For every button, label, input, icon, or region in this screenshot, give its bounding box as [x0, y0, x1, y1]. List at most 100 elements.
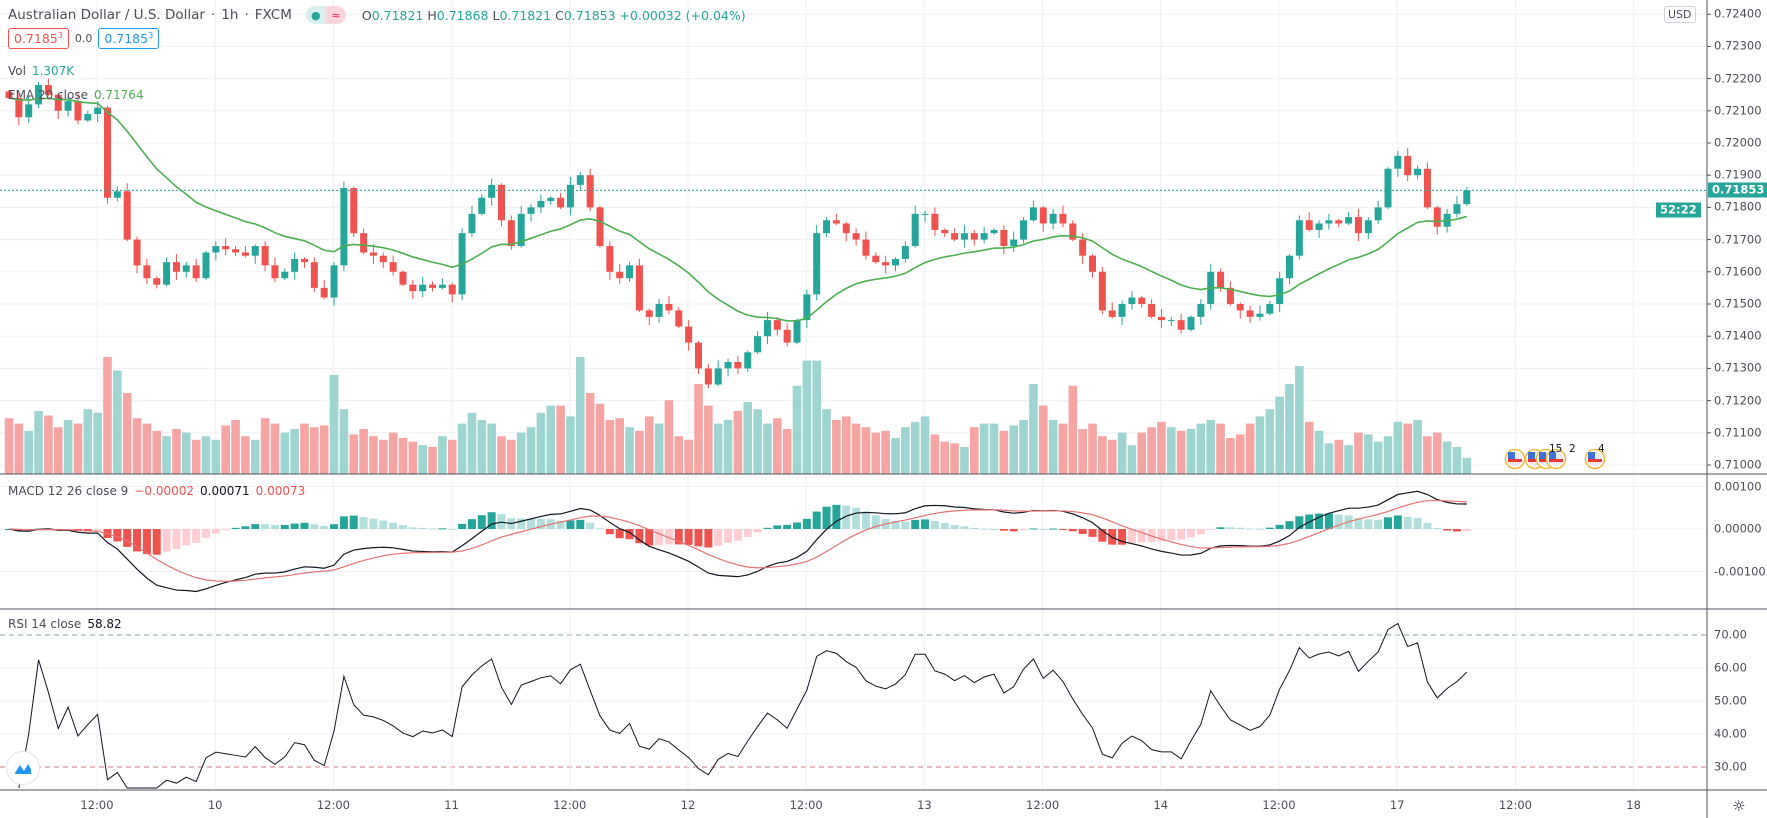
candle-body [704, 368, 712, 385]
ema-line [8, 97, 1468, 322]
candle-body [64, 101, 72, 111]
macd-histogram-bar [389, 522, 398, 529]
us-event-marker[interactable] [1504, 448, 1526, 470]
rsi-legend[interactable]: RSI 14 close 58.82 [8, 617, 122, 631]
currency-button[interactable]: USD [1664, 6, 1696, 23]
us-event-marker[interactable] [1584, 448, 1606, 470]
macd-histogram-bar [339, 516, 348, 529]
candle-body [1217, 271, 1225, 288]
ema-legend[interactable]: EMA 20 close 0.71764 [8, 88, 144, 102]
volume-value: 1.307K [31, 64, 75, 78]
macd-histogram-bar [605, 529, 614, 535]
macd-histogram-bar [773, 525, 782, 529]
volume-bar [172, 429, 181, 474]
change-value: +0.00032 (+0.04%) [619, 7, 746, 23]
volume-bar [950, 443, 959, 474]
candle-body [1404, 155, 1412, 176]
volume-bar [851, 423, 861, 474]
macd-histogram-bar [930, 521, 939, 529]
volume-bar [152, 430, 162, 474]
symbol-title[interactable]: Australian Dollar / U.S. Dollar [8, 7, 205, 23]
candle-body [281, 271, 289, 279]
volume-bar [132, 418, 142, 474]
candle-body [1305, 220, 1313, 230]
sell-button[interactable]: 0.71853 [8, 28, 69, 50]
candle-body [94, 107, 102, 115]
candle-body [1108, 310, 1116, 317]
volume-bar [920, 416, 930, 474]
candle-body [448, 284, 456, 295]
macd-histogram-bar [871, 515, 880, 529]
volume-bar [585, 393, 595, 474]
volume-bar [881, 430, 890, 474]
macd-axis-label: 0.00100 [1714, 479, 1762, 493]
macd-histogram-bar [192, 529, 201, 543]
macd-histogram-bar [182, 529, 191, 546]
us-flag-stripe [1508, 459, 1522, 462]
macd-histogram-bar [241, 526, 250, 529]
settings-gear-button[interactable]: ☼ [1732, 797, 1745, 815]
macd-histogram-bar [152, 529, 161, 555]
volume-bar [300, 423, 309, 474]
macd-histogram-bar [280, 524, 289, 529]
candle-body [74, 101, 82, 121]
macd-histogram-bar [1324, 513, 1333, 529]
gear-icon: ☼ [1732, 797, 1746, 815]
candle-body [1266, 304, 1274, 314]
candle-body [1374, 207, 1382, 221]
candle-body [1364, 220, 1372, 234]
us-event-marker[interactable] [1545, 448, 1567, 470]
buy-price-pip: 3 [148, 31, 154, 40]
macd-histogram-bar [379, 520, 388, 529]
candle-body [990, 229, 998, 234]
macd-histogram-bar [1019, 529, 1028, 531]
time-axis-label: 12:00 [1498, 798, 1532, 812]
volume-bar [182, 432, 191, 474]
price-axis-label: 0.71200 [1714, 393, 1762, 408]
price-axis-label: 0.72100 [1714, 103, 1762, 118]
macd-value: 0.00071 [200, 484, 250, 498]
volume-bar [910, 421, 920, 474]
rsi-indicator-logo-button[interactable] [6, 751, 40, 785]
time-axis-label: 13 [917, 798, 932, 812]
rsi-axis-label: 70.00 [1714, 627, 1747, 642]
volume-bar [270, 423, 280, 474]
volume-bar [290, 429, 299, 474]
macd-histogram-bar [1403, 516, 1412, 529]
ohlc-values: O0.71821 H0.71868 L0.71821 C0.71853 +0.0… [362, 8, 746, 23]
macd-histogram-bar [566, 520, 575, 529]
volume-bar [1275, 396, 1284, 474]
volume-bar [1373, 441, 1383, 474]
candle-body [1128, 297, 1136, 304]
volume-bar [861, 427, 871, 474]
us-flag-canton [1588, 452, 1595, 459]
volume-bar [1344, 445, 1353, 474]
candle-body [616, 271, 624, 279]
buy-price: 0.7185 [104, 31, 149, 47]
volume-bar [44, 415, 53, 474]
interval[interactable]: 1h [221, 7, 239, 23]
symbol-legend: Australian Dollar / U.S. Dollar · 1h · F… [8, 6, 746, 24]
macd-histogram-bar [733, 529, 742, 541]
market-open-icon: ● [305, 6, 326, 24]
candle-body [1167, 320, 1175, 322]
candle-body [1197, 304, 1205, 317]
volume-bar [1088, 423, 1097, 474]
time-axis-label: 12:00 [1262, 798, 1296, 812]
buy-button[interactable]: 0.71853 [98, 28, 160, 50]
volume-bar [1255, 416, 1265, 474]
macd-histogram-bar [428, 528, 437, 530]
macd-histogram-bar [921, 519, 930, 529]
volume-legend[interactable]: Vol 1.307K [8, 64, 74, 78]
candle-body [586, 175, 594, 208]
candle-body [1345, 217, 1353, 224]
candle-body [1020, 220, 1028, 240]
macd-legend[interactable]: MACD 12 26 close 9 −0.00002 0.00071 0.00… [8, 484, 305, 498]
macd-histogram-bar [1058, 529, 1067, 530]
candle-body [104, 107, 111, 198]
macd-histogram-bar [901, 521, 910, 529]
volume-bar [34, 411, 43, 474]
candle-body [1414, 168, 1422, 176]
macd-histogram-bar [231, 527, 240, 529]
